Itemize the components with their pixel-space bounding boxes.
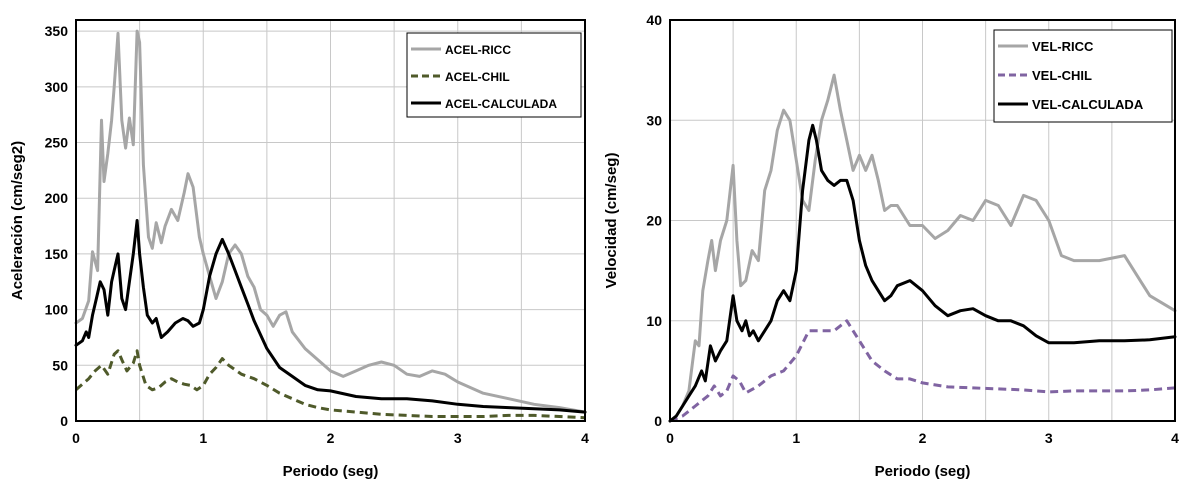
y-tick-label: 0 — [60, 413, 68, 429]
series-line-acel-chil — [75, 349, 586, 420]
y-tick-label: 300 — [45, 79, 69, 95]
x-tick-label: 2 — [919, 430, 927, 446]
x-axis-label: Periodo (seg) — [875, 463, 971, 480]
legend: ACEL-RICC ACEL-CHIL ACEL-CALCULADA — [406, 32, 582, 118]
legend-label: VEL-RICC — [1032, 39, 1094, 54]
x-tick-label: 0 — [72, 430, 80, 446]
chart-velocidad: 0 10 20 30 40 0 1 2 3 4 Periodo (seg) Velocidad (cm… — [592, 0, 1182, 482]
series-line-acel-ricc — [74, 29, 587, 414]
plot-frame — [669, 19, 1176, 422]
series-line-vel-ricc — [668, 73, 1177, 423]
legend-label: ACEL-RICC — [445, 43, 511, 57]
x-tick-label: 3 — [454, 430, 462, 446]
legend-label: ACEL-CALCULADA — [445, 97, 557, 111]
series-line-acel-calculada — [74, 219, 587, 414]
legend-label: VEL-CALCULADA — [1032, 97, 1144, 112]
y-tick-label: 40 — [646, 12, 662, 28]
y-tick-label: 10 — [646, 313, 662, 329]
x-tick-label: 0 — [666, 430, 674, 446]
legend-label: VEL-CHIL — [1032, 68, 1092, 83]
chart-svg: 0 50 100 150 200 250 300 350 0 1 2 3 4 Periodo (seg) A… — [9, 19, 589, 480]
plot-frame — [75, 19, 586, 422]
y-tick-label: 250 — [45, 135, 69, 151]
series-line-vel-calculada — [668, 123, 1177, 423]
x-tick-label: 1 — [199, 430, 207, 446]
y-axis-label: Velocidad (cm/seg) — [603, 153, 620, 289]
x-tick-label: 4 — [1171, 430, 1179, 446]
legend-label: ACEL-CHIL — [445, 70, 510, 84]
y-tick-label: 200 — [45, 190, 69, 206]
chart-aceleracion: 0 50 100 150 200 250 300 350 0 1 2 3 4 Periodo (seg) A… — [0, 0, 590, 482]
y-tick-label: 50 — [52, 357, 68, 373]
y-tick-label: 100 — [45, 302, 69, 318]
legend: VEL-RICC VEL-CHIL VEL-CALCULADA — [993, 29, 1173, 123]
y-tick-label: 30 — [646, 112, 662, 128]
y-tick-label: 20 — [646, 213, 662, 229]
chart-svg: 0 10 20 30 40 0 1 2 3 4 Periodo (seg) Velocidad (cm… — [603, 12, 1179, 480]
x-tick-label: 3 — [1045, 430, 1053, 446]
x-axis-label: Periodo (seg) — [283, 463, 379, 480]
y-tick-label: 0 — [654, 413, 662, 429]
y-tick-label: 150 — [45, 246, 69, 262]
x-tick-label: 1 — [792, 430, 800, 446]
series-line-vel-chil — [669, 319, 1176, 423]
y-tick-label: 350 — [45, 23, 69, 39]
y-axis-label: Aceleración (cm/seg2) — [9, 141, 26, 300]
x-tick-label: 4 — [581, 430, 589, 446]
grid — [75, 20, 586, 422]
x-tick-label: 2 — [327, 430, 335, 446]
